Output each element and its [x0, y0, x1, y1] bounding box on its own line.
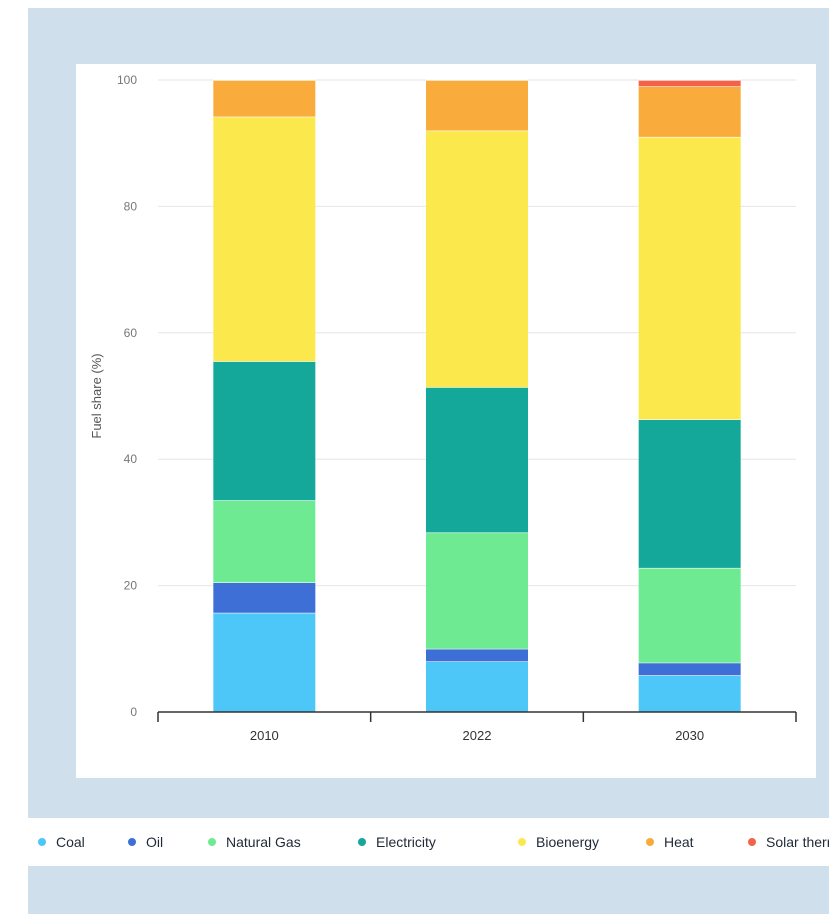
legend-label: Natural Gas — [226, 834, 301, 850]
bar-segment — [213, 500, 316, 583]
y-tick-label: 80 — [124, 199, 138, 213]
y-tick-label: 20 — [124, 579, 138, 593]
legend-label: Electricity — [376, 834, 436, 850]
legend-item[interactable]: Natural Gas — [208, 818, 301, 866]
legend-marker — [208, 838, 216, 846]
legend-marker — [748, 838, 756, 846]
legend-marker — [518, 838, 526, 846]
legend-label: Solar therr — [766, 834, 829, 850]
bar-segment — [426, 532, 528, 649]
x-tick-label: 2010 — [250, 728, 279, 743]
x-tick-label: 2030 — [675, 728, 704, 743]
legend-item[interactable]: Electricity — [358, 818, 436, 866]
legend-marker — [128, 838, 136, 846]
bar-segment — [638, 567, 741, 663]
bar-segment — [638, 662, 741, 676]
bar-segment — [213, 582, 316, 613]
y-tick-label: 40 — [124, 452, 138, 466]
legend-label: Oil — [146, 834, 164, 850]
bar-segment — [426, 80, 528, 131]
bar-segment — [638, 80, 741, 87]
axis-layer: 0 20 40 60 80 100 2010 2022 2030 — [117, 73, 797, 743]
legend: Coal Oil Natural Gas Electricity Bioenergy He… — [28, 818, 829, 866]
y-tick-label: 100 — [117, 73, 137, 87]
legend-item[interactable]: Oil — [128, 818, 163, 866]
legend-item[interactable]: Solar therr — [748, 818, 829, 866]
bar-segment — [426, 387, 528, 533]
bar-segment — [638, 86, 741, 137]
x-tick-label: 2022 — [463, 728, 492, 743]
legend-marker — [358, 838, 366, 846]
y-axis-label: Fuel share (%) — [89, 353, 104, 438]
bar-segment — [426, 130, 528, 388]
y-tick-label: 60 — [124, 326, 138, 340]
bar-segment — [213, 116, 316, 362]
legend-label: Coal — [56, 834, 85, 850]
bar-segment — [213, 80, 316, 117]
legend-label: Bioenergy — [536, 834, 600, 850]
legend-marker — [38, 838, 46, 846]
stacked-bar-chart: 0 20 40 60 80 100 2010 2022 2030 Fuel share (%) — [89, 73, 797, 743]
bar-segment — [426, 661, 528, 712]
bar-segment — [638, 419, 741, 568]
legend-item[interactable]: Heat — [646, 818, 694, 866]
legend-item[interactable]: Coal — [38, 818, 85, 866]
bar-segment — [638, 675, 741, 712]
bar-segment — [638, 136, 741, 420]
y-tick-label: 0 — [130, 705, 137, 719]
bars-layer — [213, 79, 741, 712]
legend-label: Heat — [664, 834, 694, 850]
legend-marker — [646, 838, 654, 846]
legend-item[interactable]: Bioenergy — [518, 818, 599, 866]
bar-segment — [213, 361, 316, 501]
bar-segment — [213, 612, 316, 712]
plot-card: 0 20 40 60 80 100 2010 2022 2030 Fuel share (%) — [76, 64, 816, 778]
bar-segment — [426, 648, 528, 662]
